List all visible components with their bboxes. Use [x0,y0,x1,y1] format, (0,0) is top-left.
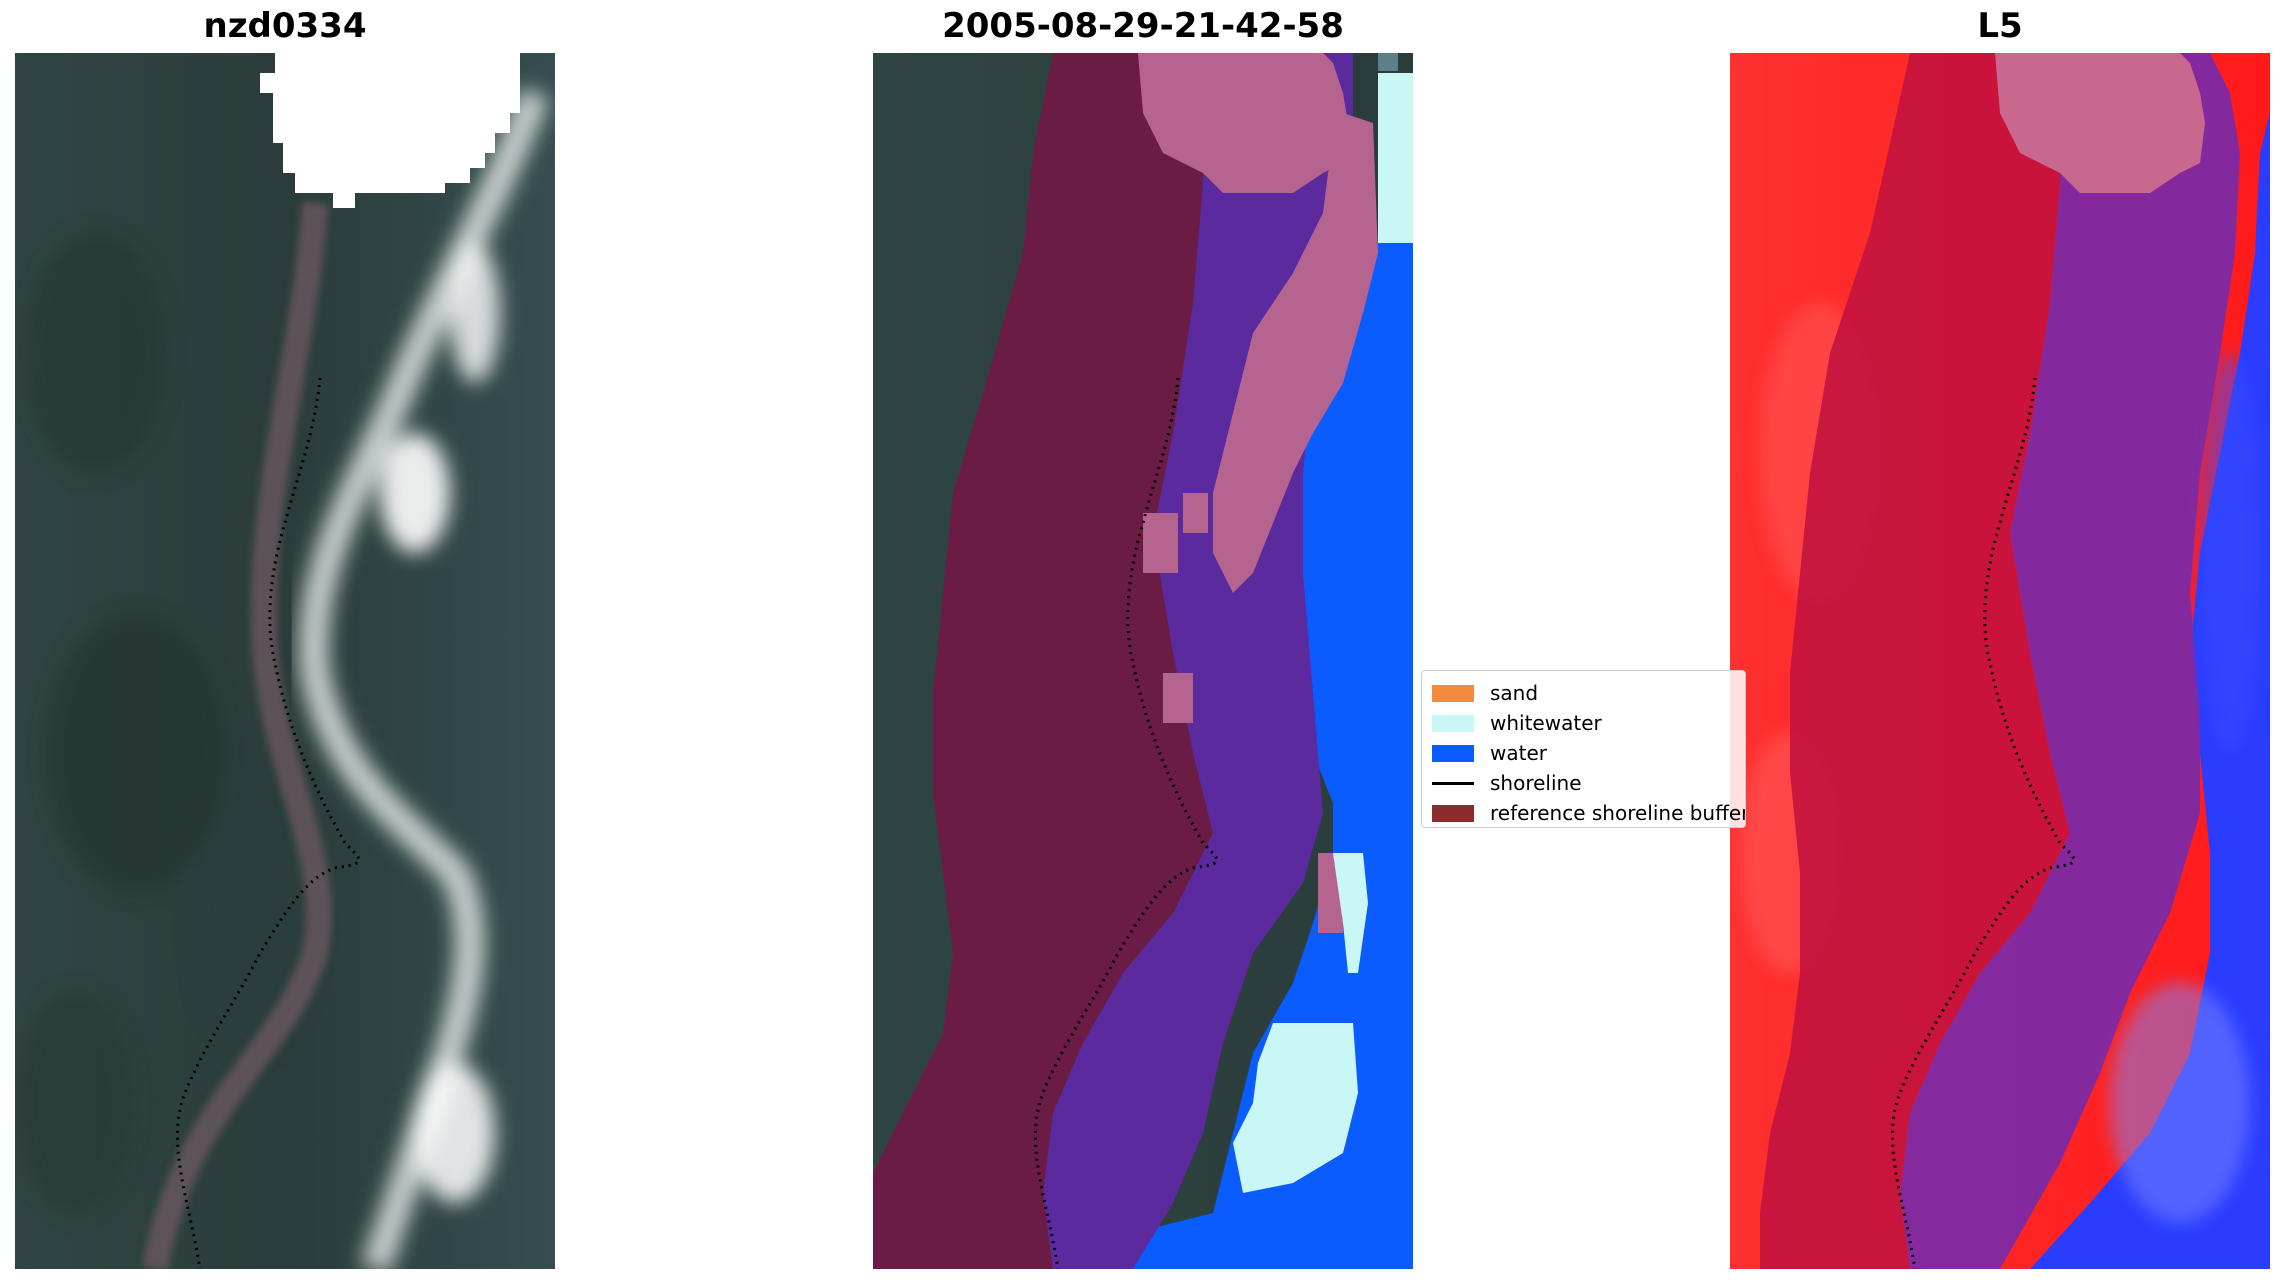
legend-item-reference-buffer: reference shoreline buffer [1432,801,1746,825]
classification-image [873,53,1413,1269]
legend-item-water: water [1432,741,1547,765]
index-image [1730,53,2270,1269]
legend-swatch-sand [1432,684,1474,702]
index-image-svg [1730,53,2270,1269]
legend-item-whitewater: whitewater [1432,711,1602,735]
panel-title-classification: 2005-08-29-21-42-58 [942,6,1344,46]
legend-item-shoreline: shoreline [1432,771,1582,795]
legend-label-water: water [1490,741,1547,765]
classification-image-svg [873,53,1413,1269]
panel-title-index: L5 [1977,6,2023,46]
legend-swatch-water [1432,744,1474,762]
legend-label-shoreline: shoreline [1490,771,1582,795]
legend-item-sand: sand [1432,681,1538,705]
legend-swatch-reference-buffer [1432,804,1474,822]
legend-label-sand: sand [1490,681,1539,705]
rgb-image-svg [15,53,555,1269]
legend-swatch-whitewater [1432,714,1474,732]
legend-line-shoreline [1432,781,1474,785]
legend-label-whitewater: whitewater [1490,711,1602,735]
panel-title-rgb: nzd0334 [203,6,367,46]
legend-label-reference-buffer: reference shoreline buffer [1490,801,1746,825]
legend: sand whitewater water shoreline referenc… [1421,670,1746,828]
rgb-image [15,53,555,1269]
